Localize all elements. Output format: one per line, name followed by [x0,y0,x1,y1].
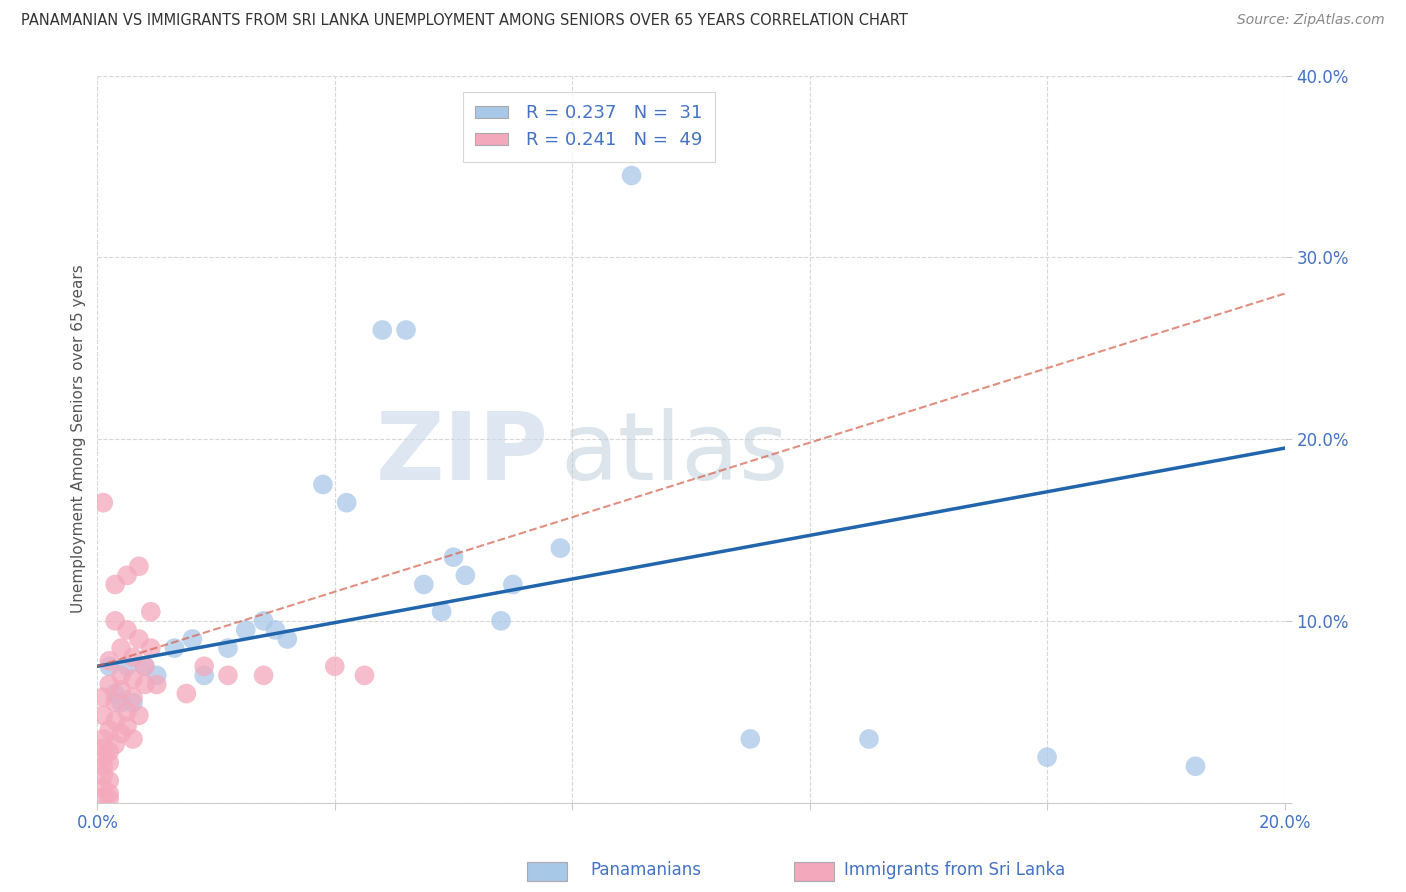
Point [104,714,127,728]
Point [110,682,132,697]
Point [110,668,132,682]
Point [353,668,375,682]
Point [620,169,643,183]
Point [217,641,239,656]
Point [443,550,465,565]
Point [104,738,127,752]
Point [489,614,512,628]
Point [91,750,114,764]
Point [336,496,359,510]
Point [115,623,138,637]
Text: atlas: atlas [561,408,789,500]
Point [128,559,150,574]
Point [122,731,145,746]
Point [91,780,114,795]
Point [176,687,198,701]
Point [139,641,162,656]
Point [252,668,274,682]
Point [104,696,127,710]
Point [122,672,145,686]
Point [115,659,138,673]
Point [98,677,121,691]
Point [264,623,287,637]
Point [98,792,121,806]
Point [91,759,114,773]
Point [276,632,298,646]
Y-axis label: Unemployment Among Seniors over 65 years: Unemployment Among Seniors over 65 years [72,265,86,614]
Point [91,741,114,756]
Point [395,323,418,337]
Point [104,577,127,591]
Point [550,541,572,555]
Point [115,568,138,582]
Point [323,659,346,673]
Point [91,768,114,782]
Point [454,568,477,582]
Point [122,650,145,665]
Legend: R = 0.237   N =  31, R = 0.241   N =  49: R = 0.237 N = 31, R = 0.241 N = 49 [463,92,714,162]
Point [145,677,167,691]
Text: Panamanians: Panamanians [591,861,702,879]
Point [145,668,167,682]
Point [91,496,114,510]
Point [740,731,762,746]
Point [104,687,127,701]
Point [91,731,114,746]
Text: Source: ZipAtlas.com: Source: ZipAtlas.com [1237,13,1385,28]
Point [91,708,114,723]
Point [235,623,257,637]
Point [858,731,880,746]
Point [128,708,150,723]
Point [134,677,156,691]
Point [502,577,524,591]
Point [104,614,127,628]
Text: ZIP: ZIP [375,408,548,500]
Point [128,632,150,646]
Point [110,641,132,656]
Point [139,605,162,619]
Point [134,659,156,673]
Point [1184,759,1206,773]
Text: Immigrants from Sri Lanka: Immigrants from Sri Lanka [844,861,1064,879]
Point [110,696,132,710]
Point [412,577,434,591]
Point [312,477,335,491]
Point [193,668,215,682]
Point [193,659,215,673]
Point [122,696,145,710]
Point [98,654,121,668]
Point [181,632,204,646]
Point [98,659,121,673]
Point [1036,750,1059,764]
Point [217,668,239,682]
Point [98,773,121,788]
Point [134,659,156,673]
Point [430,605,453,619]
Point [91,690,114,705]
Point [110,726,132,740]
Point [163,641,186,656]
Point [98,723,121,737]
Point [371,323,394,337]
Point [98,756,121,770]
Point [252,614,274,628]
Point [122,690,145,705]
Point [98,745,121,759]
Text: PANAMANIAN VS IMMIGRANTS FROM SRI LANKA UNEMPLOYMENT AMONG SENIORS OVER 65 YEARS: PANAMANIAN VS IMMIGRANTS FROM SRI LANKA … [21,13,908,29]
Point [91,790,114,805]
Point [115,705,138,719]
Point [98,787,121,801]
Point [115,719,138,733]
